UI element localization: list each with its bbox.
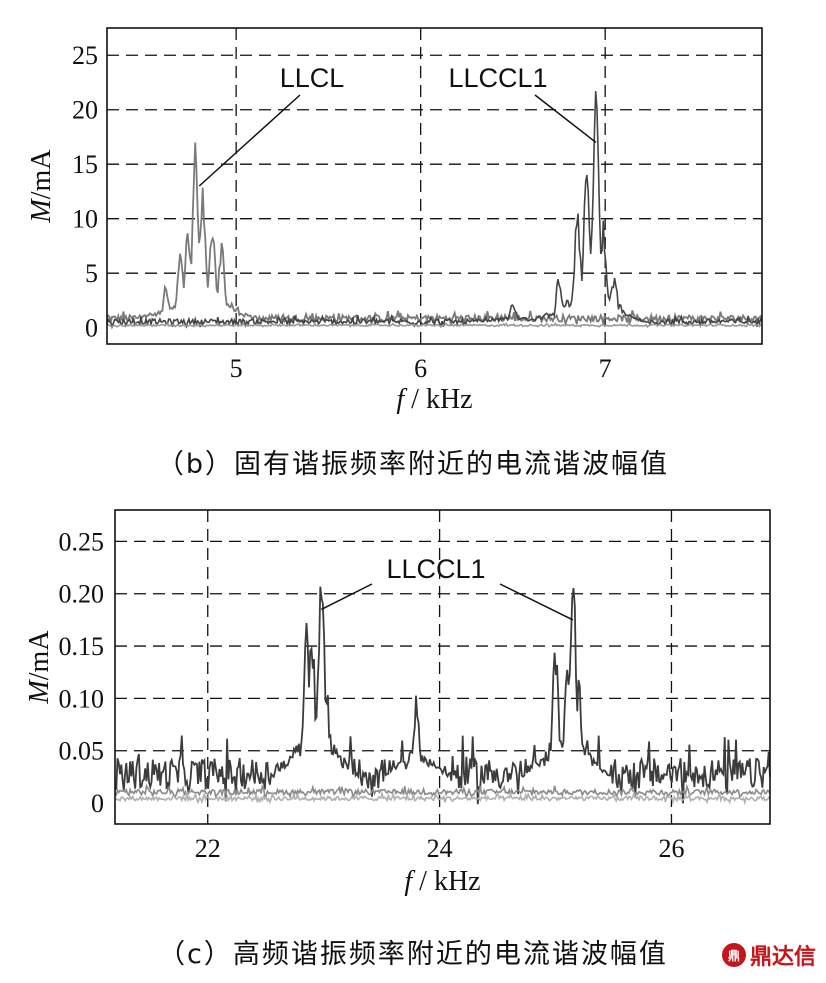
x-tick-label: 24 xyxy=(427,834,453,863)
annotation-label: LLCCL1 xyxy=(386,554,485,584)
x-tick-label: 26 xyxy=(658,834,684,863)
annotation-leader xyxy=(534,94,597,144)
series-line-2 xyxy=(114,790,771,806)
y-tick-label: 5 xyxy=(85,259,98,288)
x-axis-label: f / kHz xyxy=(404,866,480,897)
x-tick-label: 7 xyxy=(599,354,612,383)
y-tick-label: 25 xyxy=(72,41,98,70)
y-tick-label: 10 xyxy=(72,205,98,234)
x-tick-label: 5 xyxy=(230,354,243,383)
series-line-2 xyxy=(106,321,763,329)
chart-panel-0: 5 6 7 0 5 10 15 20 25 f / kHz M/mA LLCL LLCCL1 xyxy=(26,27,763,415)
plot-frame xyxy=(114,509,771,825)
annotation-leader xyxy=(321,583,373,611)
x-axis-label: f / kHz xyxy=(396,384,472,415)
y-tick-label: 0.05 xyxy=(59,737,105,766)
plot-frame xyxy=(106,27,763,345)
x-tick-label: 22 xyxy=(195,834,221,863)
series-line-1 xyxy=(106,91,763,330)
y-tick-label: 0 xyxy=(91,789,104,818)
y-tick-label: 20 xyxy=(72,96,98,125)
y-axis-label: M/mA xyxy=(24,630,55,705)
y-tick-label: 0.15 xyxy=(59,632,105,661)
annotation-leader xyxy=(198,94,301,187)
series-line-0 xyxy=(106,142,763,328)
series-line-0 xyxy=(114,586,771,805)
annotation-leader xyxy=(499,583,574,621)
y-axis-label: M/mA xyxy=(26,149,57,224)
y-tick-label: 0.20 xyxy=(59,580,105,609)
y-tick-label: 0.25 xyxy=(59,527,105,556)
x-tick-label: 6 xyxy=(414,354,427,383)
caption-b: （b）固有谐振频率附近的电流谐波幅值 xyxy=(156,449,670,480)
watermark-icon: 鼎 xyxy=(721,943,746,967)
caption-c: （c）高频谐振频率附近的电流谐波幅值 xyxy=(158,939,668,970)
chart-panel-1: 22 24 26 0 0.05 0.10 0.15 0.20 0.25 f / kHz M/mA LL… xyxy=(24,509,771,897)
watermark-logo: 鼎 鼎达信 xyxy=(721,939,816,971)
y-tick-label: 15 xyxy=(72,150,98,179)
annotation-label: LLCCL1 xyxy=(448,63,547,93)
series-line-1 xyxy=(114,783,771,800)
watermark-text: 鼎达信 xyxy=(749,945,816,970)
annotation-label: LLCL xyxy=(280,63,345,93)
y-tick-label: 0 xyxy=(85,314,98,343)
y-tick-label: 0.10 xyxy=(59,684,105,713)
